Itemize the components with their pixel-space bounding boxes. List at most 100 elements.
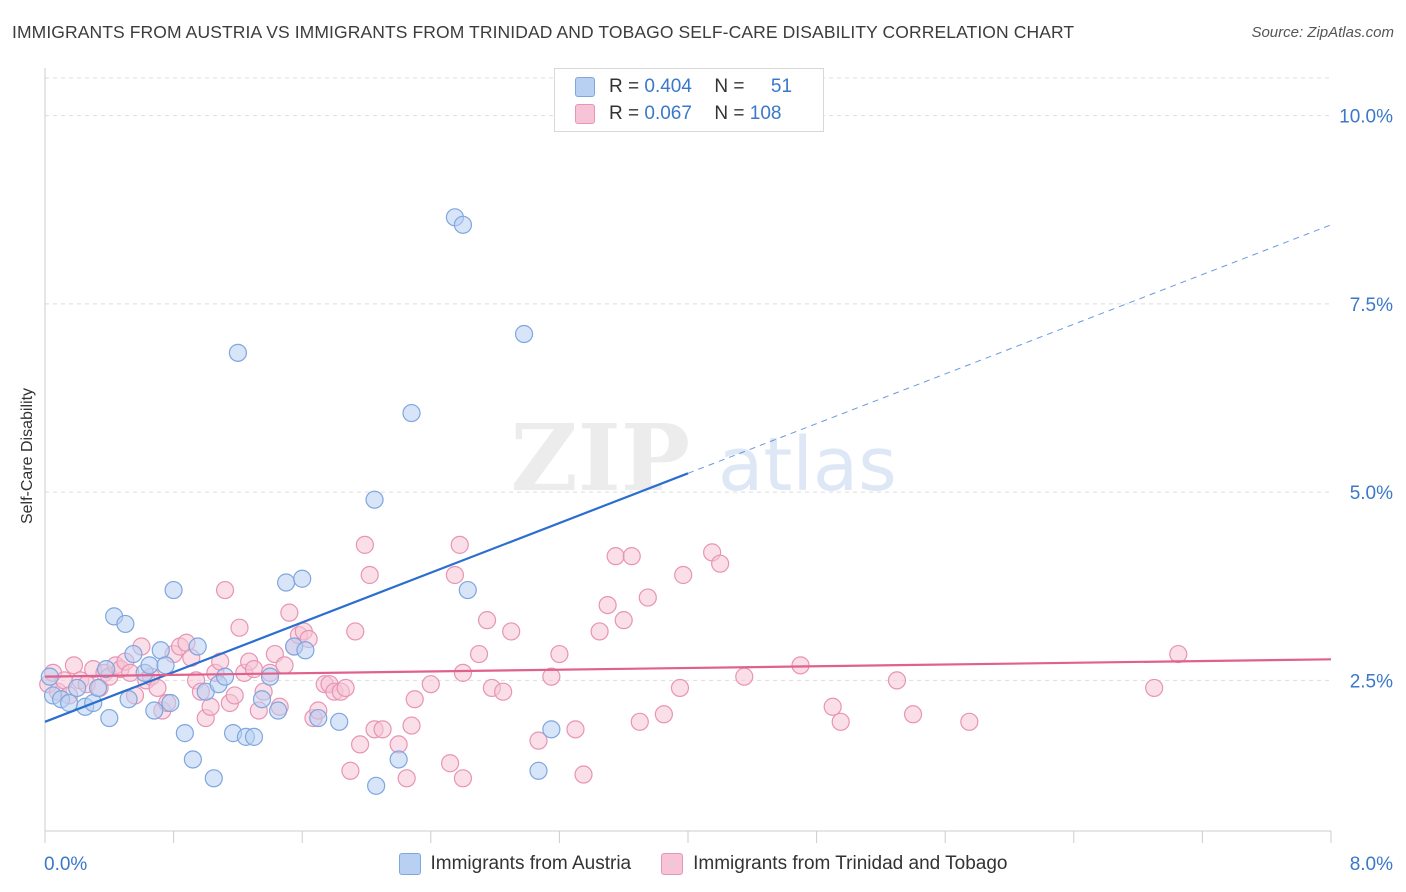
austria-point bbox=[88, 678, 108, 698]
y-tick-label: 5.0% bbox=[1350, 483, 1393, 504]
austria-point bbox=[402, 403, 421, 423]
y-tick-label: 7.5% bbox=[1350, 295, 1393, 316]
trinidad-point bbox=[614, 611, 633, 630]
trinidad-point bbox=[903, 705, 923, 724]
austria-point bbox=[365, 490, 384, 509]
grid-lines bbox=[45, 77, 1331, 681]
chart-title: IMMIGRANTS FROM AUSTRIA VS IMMIGRANTS FR… bbox=[12, 22, 1075, 42]
austria-point bbox=[268, 701, 288, 720]
trinidad-point bbox=[1145, 678, 1164, 698]
austria-point bbox=[116, 614, 135, 634]
austria-point bbox=[60, 693, 79, 713]
trinidad-point bbox=[215, 580, 235, 600]
trinidad-point bbox=[574, 765, 593, 784]
y-tick-label: 10.0% bbox=[1339, 107, 1393, 128]
austria-r-value: 0.404 bbox=[644, 76, 692, 97]
trinidad-point bbox=[550, 644, 569, 664]
austria-swatch bbox=[575, 77, 595, 97]
trinidad-point bbox=[280, 603, 299, 622]
trinidad-point bbox=[477, 611, 497, 630]
trinidad-point bbox=[630, 712, 649, 731]
trinidad-point bbox=[421, 675, 440, 694]
trinidad-point bbox=[148, 678, 167, 698]
trinidad-point bbox=[453, 769, 473, 788]
austria-point bbox=[156, 656, 175, 675]
austria-point bbox=[140, 656, 159, 675]
austria-point bbox=[367, 776, 386, 795]
trinidad-point bbox=[402, 716, 421, 735]
austria-point bbox=[542, 720, 561, 739]
austria-legend-label: Immigrants from Austria bbox=[430, 853, 632, 874]
trinidad-point bbox=[823, 697, 842, 716]
trinidad-point bbox=[598, 595, 617, 615]
trinidad-point bbox=[1169, 644, 1188, 664]
austria-point bbox=[277, 573, 296, 592]
y-tick-label: 2.5% bbox=[1350, 671, 1393, 692]
trinidad-point bbox=[389, 735, 408, 754]
trinidad-point bbox=[606, 547, 625, 566]
austria-point bbox=[188, 637, 207, 656]
watermark-atlas: atlas bbox=[718, 422, 897, 508]
axes bbox=[44, 68, 1332, 843]
stats-row-austria: R = 0.404 N = 51 bbox=[575, 74, 792, 100]
austria-point bbox=[529, 761, 548, 780]
stats-row-trinidad: R = 0.067 N = 108 bbox=[575, 101, 781, 127]
austria-point bbox=[309, 708, 328, 728]
austria-point bbox=[293, 569, 312, 588]
trinidad-point bbox=[638, 588, 657, 607]
r-label: R = bbox=[609, 76, 640, 97]
source-label: Source: ZipAtlas.com bbox=[1251, 24, 1394, 41]
trinidad-point bbox=[502, 622, 521, 641]
x-tick-label-max: 8.0% bbox=[1350, 854, 1393, 875]
austria-point bbox=[124, 644, 143, 664]
trinidad-point bbox=[670, 678, 690, 698]
austria-point bbox=[514, 324, 534, 344]
trinidad-point bbox=[494, 682, 513, 701]
watermark-zip: ZIP bbox=[511, 404, 690, 512]
trinidad-legend-label: Immigrants from Trinidad and Tobago bbox=[693, 853, 1008, 874]
austria-n-value: 51 bbox=[770, 76, 793, 97]
austria-point bbox=[119, 690, 138, 709]
austria-point bbox=[228, 343, 247, 362]
austria-point bbox=[183, 750, 202, 769]
trinidad-points bbox=[39, 535, 1188, 788]
trinidad-trend-line bbox=[44, 658, 1332, 678]
austria-point bbox=[215, 667, 235, 686]
trinidad-legend-swatch bbox=[661, 853, 684, 875]
r-label: R = bbox=[609, 103, 640, 124]
trinidad-point bbox=[529, 731, 548, 750]
austria-point bbox=[151, 641, 170, 660]
trinidad-point bbox=[341, 761, 360, 780]
trinidad-point bbox=[346, 622, 365, 641]
trinidad-point bbox=[445, 565, 465, 585]
trinidad-point bbox=[405, 690, 424, 709]
trinidad-point bbox=[64, 656, 84, 675]
trinidad-point bbox=[453, 663, 473, 682]
austria-point bbox=[260, 667, 280, 686]
tick-labels: 2.5% 5.0% 7.5% 10.0% 0.0% 8.0% bbox=[44, 107, 1393, 875]
trinidad-point bbox=[397, 769, 416, 788]
n-label: N = bbox=[714, 103, 745, 124]
trinidad-point bbox=[336, 678, 355, 698]
trinidad-point bbox=[654, 705, 673, 724]
legend-item-trinidad: Immigrants from Trinidad and Tobago bbox=[661, 853, 1007, 875]
trinidad-point bbox=[960, 712, 979, 731]
austria-point bbox=[96, 660, 116, 679]
trinidad-point bbox=[355, 535, 374, 554]
trinidad-point bbox=[201, 697, 220, 716]
austria-legend-swatch bbox=[398, 853, 421, 875]
trinidad-point bbox=[440, 754, 460, 773]
trinidad-point bbox=[674, 565, 693, 585]
trinidad-point bbox=[350, 735, 370, 754]
trinidad-point bbox=[275, 656, 294, 675]
austria-point bbox=[244, 727, 264, 746]
austria-point bbox=[458, 580, 477, 600]
trinidad-point bbox=[542, 667, 561, 686]
trinidad-n-value: 108 bbox=[749, 103, 782, 124]
austria-point bbox=[100, 708, 119, 728]
austria-point bbox=[68, 678, 87, 698]
trinidad-r-value: 0.067 bbox=[644, 103, 692, 124]
austria-point bbox=[252, 690, 272, 709]
austria-point bbox=[296, 641, 315, 660]
austria-point bbox=[145, 701, 164, 720]
